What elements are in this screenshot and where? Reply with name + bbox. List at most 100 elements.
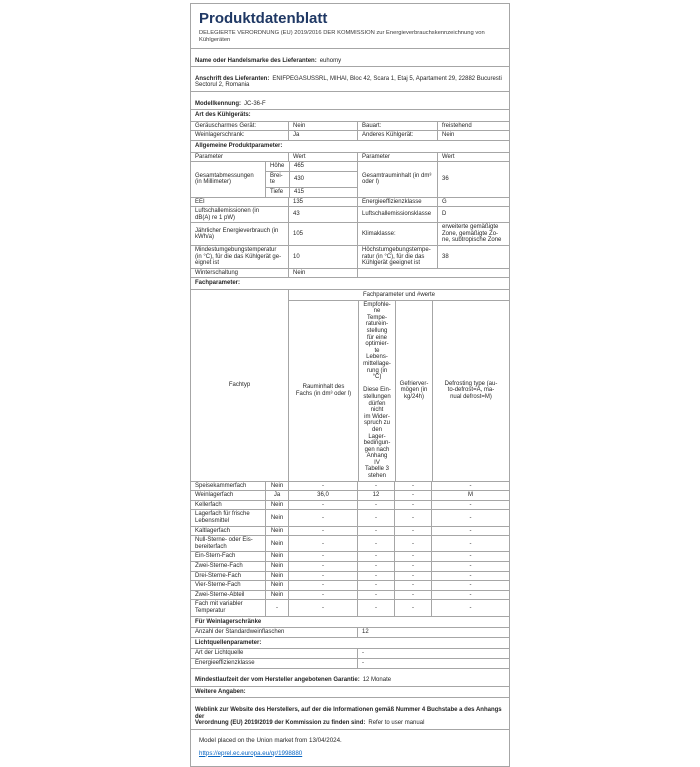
compartment-row: Zwei-Sterne-Fach Nein - - - - — [191, 561, 509, 571]
compartment-freezing: - — [394, 552, 431, 561]
supplier-name-label: Name oder Handelsmarke des Lieferanten: — [195, 57, 317, 64]
light-energy-class-value: - — [357, 658, 509, 668]
compartment-row: Null-Sterne- oder Eis- bereiterfach Nein… — [191, 535, 509, 552]
compartment-present: Nein — [265, 536, 288, 552]
compartment-present: Nein — [265, 571, 288, 581]
section-header-light-source: Lichtquellenparameter: — [191, 636, 509, 649]
compartment-volume: - — [288, 510, 357, 526]
page-background: { "page": { "title": "Produktdatenblatt"… — [190, 3, 510, 767]
compartment-defrost: - — [431, 581, 509, 590]
compartment-name: Kellerfach — [195, 501, 222, 508]
compartment-volume: - — [288, 552, 357, 561]
param-value: Ja — [288, 131, 357, 140]
compartment-row: Weinlagerfach Ja 36,0 12 - M — [191, 490, 509, 500]
compartment-name: Vier-Sterne-Fach — [195, 582, 241, 589]
param-value: Nein — [288, 268, 357, 278]
param-value: 43 — [288, 207, 357, 223]
param-value: G — [437, 197, 509, 207]
section-header-general-parameters: Allgemeine Produktparameter: — [191, 139, 509, 152]
param-label: Luftschallemissionen (in dB(A) re 1 pW) — [195, 208, 260, 221]
compartment-temperature: - — [357, 481, 394, 491]
defrosting-type-column-header: Defrosting type (au- to-defrost=A, ma- n… — [432, 300, 509, 481]
compartment-freezing: - — [394, 581, 431, 590]
compartment-name: Zwei-Sterne-Fach — [195, 563, 243, 569]
compartment-volume: - — [288, 571, 357, 581]
row-energy-consumption: Jährlicher Energieverbrauch (in kWh/a) 1… — [191, 222, 509, 246]
supplier-address-label: Anschrift des Lieferanten: — [195, 75, 270, 82]
dimension-value: 415 — [289, 187, 357, 197]
row-supplier-address: Anschrift des Lieferanten: ENIFPEGASUSSRL… — [191, 66, 509, 91]
section-header-wine-storage: Für Weinlagerschränke — [191, 615, 509, 628]
compartment-temperature: - — [357, 526, 394, 536]
market-placement-text: Model placed on the Union market from 13… — [199, 736, 342, 744]
compartment-row: Kellerfach Nein - - - - — [191, 499, 509, 510]
param-label: Bauart: — [357, 121, 437, 131]
compartment-present: Nein — [265, 552, 288, 561]
compartment-temperature: 12 — [357, 491, 394, 500]
compartment-present: Nein — [265, 590, 288, 600]
compartment-freezing: - — [394, 491, 431, 500]
param-value: 10 — [288, 246, 357, 268]
compartment-temperature: - — [357, 500, 394, 510]
compartment-name: Speisekammerfach — [195, 482, 247, 489]
param-label: Höchstumgebungstempe- ratur (in °C), für… — [357, 246, 437, 268]
total-volume-value: 36 — [437, 162, 509, 197]
total-volume-label: Gesamtrauminhalt (in dm³ oder l) — [357, 162, 437, 197]
product-datasheet: Produktdatenblatt DELEGIERTE VERORDNUNG … — [190, 3, 510, 767]
freezing-capacity-column-header: Gefrierver- mögen (in kg/24h) — [395, 300, 432, 481]
compartment-name: Kaltlagerfach — [195, 527, 231, 534]
light-energy-class-label: Energieeffizienzklasse — [195, 659, 255, 666]
compartment-present: Nein — [265, 526, 288, 536]
wine-bottles-value: 12 — [357, 628, 509, 637]
weblink-label: Weblink zur Website des Herstellers, auf… — [195, 706, 502, 727]
row-parameter-headers: Parameter Wert Parameter Wert — [191, 151, 509, 162]
compartment-freezing: - — [394, 481, 431, 491]
param-value: 135 — [288, 197, 357, 207]
column-header: Parameter — [195, 153, 224, 160]
compartment-volume: - — [288, 590, 357, 600]
compartment-volume: - — [288, 600, 357, 616]
compartment-temperature: - — [357, 600, 394, 616]
compartment-temperature: - — [357, 590, 394, 600]
compartment-name: Lagerfach für frische Lebensmittel — [195, 511, 250, 525]
dimension-key: Brei- te — [270, 172, 283, 186]
compartment-freezing: - — [394, 526, 431, 536]
row-winter-setting: Winterschaltung Nein — [191, 267, 509, 278]
compartment-present: Nein — [265, 481, 288, 491]
dimension-sub-row: Höhe 465 — [266, 162, 357, 171]
compartment-present: Nein — [265, 510, 288, 526]
compartment-defrost: - — [431, 526, 509, 536]
param-label: EEI — [195, 198, 205, 205]
light-source-type-value: - — [357, 649, 509, 658]
dimension-key: Höhe — [270, 163, 285, 170]
model-id-label: Modellkennung: — [195, 100, 241, 107]
param-value: erweiterte gemäßigte Zone, gemäßigte Zo-… — [437, 223, 509, 246]
param-label: Jährlicher Energieverbrauch (in kWh/a) — [195, 227, 279, 241]
compartment-volume: - — [288, 581, 357, 590]
row-appliance-type-2: Weinlagerschrank: Ja Anderes Kühlgerät: … — [191, 130, 509, 140]
compartment-row: Fach mit variabler Temperatur - - - - - — [191, 599, 509, 616]
compartment-present: Nein — [265, 500, 288, 510]
compartment-defrost: M — [431, 491, 509, 500]
compartment-volume: - — [288, 481, 357, 491]
dimension-value: 465 — [289, 162, 357, 171]
compartment-volume: 36,0 — [288, 491, 357, 500]
compartment-temperature: - — [357, 536, 394, 552]
compartment-freezing: - — [394, 500, 431, 510]
row-eei: EEI 135 Energieeffizienzklasse G — [191, 196, 509, 207]
title-block: Produktdatenblatt DELEGIERTE VERORDNUNG … — [191, 4, 509, 48]
compartment-row: Zwei-Sterne-Abteil Nein - - - - — [191, 589, 509, 600]
compartment-defrost: - — [431, 571, 509, 581]
row-light-source-type: Art der Lichtquelle - — [191, 648, 509, 658]
volume-column-header: Rauminhalt des Fachs (in dm³ oder l) — [295, 384, 352, 397]
compartment-temperature: - — [357, 581, 394, 590]
param-label: Winterschaltung — [195, 269, 239, 276]
section-header-compartment-parameters: Fachparameter: — [191, 277, 509, 289]
column-header: Parameter — [357, 152, 437, 162]
compartment-row: Speisekammerfach Nein - - - - — [191, 480, 509, 491]
param-label: Klimaklasse: — [357, 223, 437, 246]
compartment-row: Lagerfach für frische Lebensmittel Nein … — [191, 509, 509, 526]
compartment-temperature: - — [357, 552, 394, 561]
eprel-qr-link[interactable]: https://eprel.ec.europa.eu/qr/1998880 — [199, 749, 303, 757]
compartment-row: Kaltlagerfach Nein - - - - — [191, 525, 509, 536]
